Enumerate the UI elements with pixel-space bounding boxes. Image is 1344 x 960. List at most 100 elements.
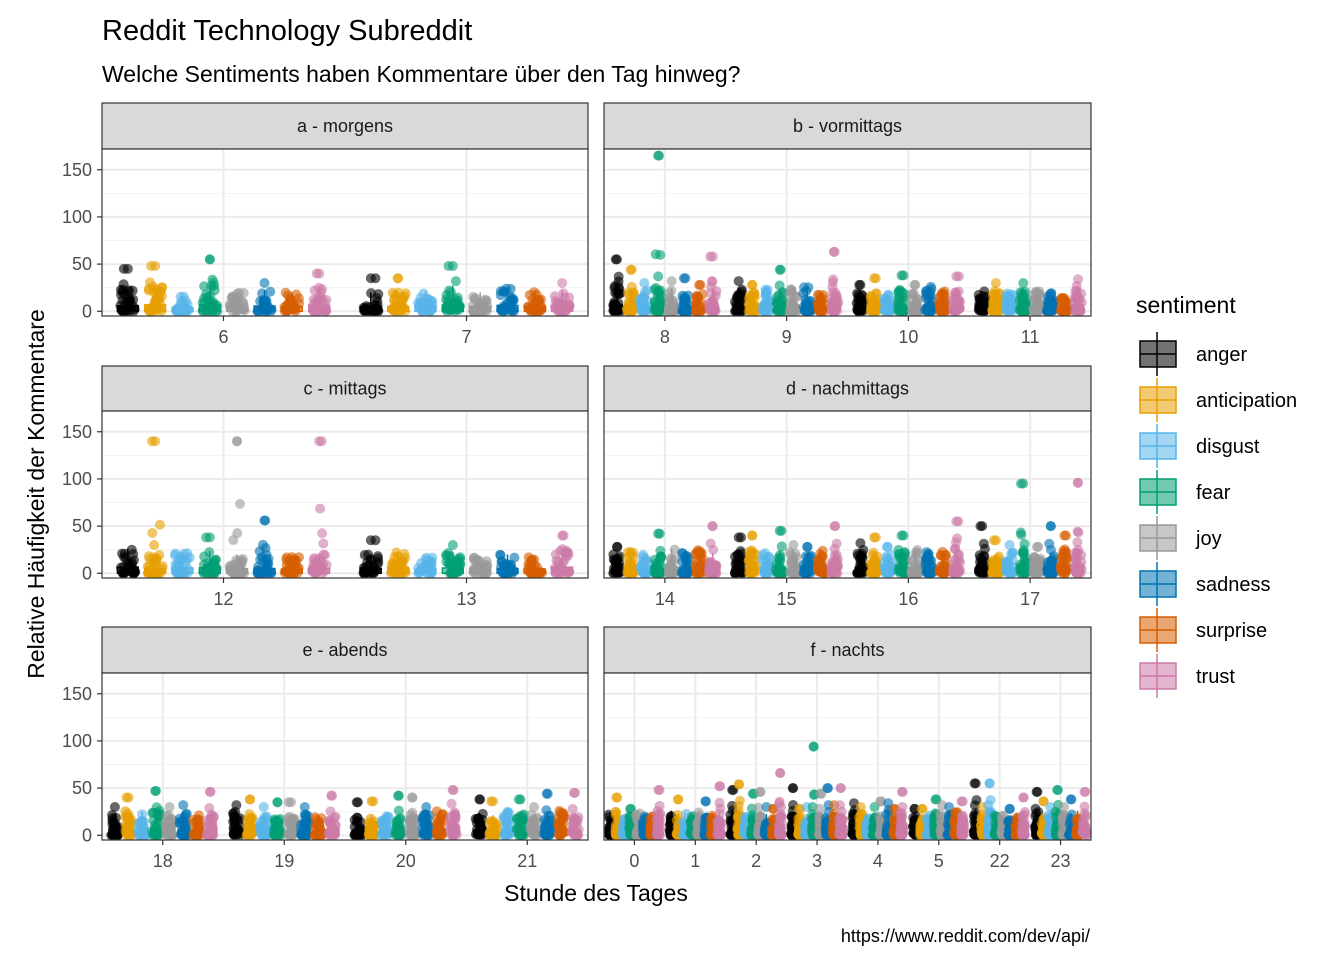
x-tick-label: 7 (461, 327, 471, 347)
x-tick-label: 11 (1021, 327, 1040, 347)
point-surprise (555, 807, 566, 818)
point-fear (147, 825, 158, 836)
point-anticipation (868, 567, 879, 578)
y-tick-label: 100 (62, 731, 92, 751)
point-joy (1034, 290, 1045, 301)
point-sadness (495, 549, 506, 560)
point-disgust (173, 566, 184, 577)
y-tick-label: 50 (72, 516, 92, 536)
hour-group (608, 521, 722, 579)
point-disgust (137, 828, 148, 839)
outlier-anger (118, 279, 129, 290)
point-fear (897, 287, 908, 298)
point-sadness (924, 302, 935, 313)
point-anger (128, 555, 139, 566)
point-anger (368, 306, 379, 317)
point-surprise (938, 562, 949, 573)
hour-group (608, 150, 722, 317)
y-tick-label: 100 (62, 207, 92, 227)
outlier-joy (232, 528, 243, 539)
outlier-trust (654, 800, 665, 811)
max-point-surprise (694, 279, 705, 290)
point-anger (229, 811, 240, 822)
max-point-joy (286, 797, 297, 808)
point-anticipation (628, 547, 639, 558)
max-point-disgust (258, 801, 269, 812)
panel-border (101, 410, 589, 579)
point-sadness (265, 286, 276, 297)
y-tick-label: 50 (72, 778, 92, 798)
point-trust (572, 815, 583, 826)
hour-group (851, 270, 965, 317)
max-point-anticipation (747, 530, 758, 541)
point-anticipation (155, 286, 166, 297)
point-sadness (263, 559, 274, 570)
point-trust (313, 305, 324, 316)
point-trust (704, 556, 715, 567)
x-tick-label: 17 (1020, 589, 1040, 609)
max-point-fear (1018, 478, 1029, 489)
point-anticipation (391, 291, 402, 302)
point-anger (612, 554, 623, 565)
facet-strip (101, 102, 589, 150)
y-tick-label: 0 (82, 825, 92, 845)
point-disgust (415, 300, 426, 311)
hour-group (852, 516, 966, 579)
point-trust (951, 287, 962, 298)
point-anger (127, 285, 138, 296)
point-disgust (883, 304, 894, 315)
max-point-joy (788, 539, 799, 550)
point-trust (314, 562, 325, 573)
point-anger (128, 566, 139, 577)
point-anger (363, 549, 374, 560)
point-fear (777, 305, 788, 316)
max-point-fear (896, 530, 907, 541)
outlier-trust (325, 806, 336, 817)
max-point-anger (611, 254, 622, 265)
x-tick-label: 13 (456, 589, 476, 609)
point-sadness (421, 828, 432, 839)
max-point-fear (204, 254, 215, 265)
point-surprise (691, 304, 702, 315)
point-joy (788, 556, 799, 567)
point-sadness (921, 292, 932, 303)
point-sadness (298, 830, 309, 841)
facet-label: c - mittags (303, 379, 386, 399)
point-sadness (680, 552, 691, 563)
point-surprise (293, 293, 304, 304)
y-tick-label: 150 (62, 160, 92, 180)
outlier-trust (1072, 537, 1083, 548)
outlier-trust (1073, 527, 1084, 538)
max-point-joy (1031, 541, 1042, 552)
outlier-trust (828, 274, 839, 285)
chart-title: Reddit Technology Subreddit (102, 15, 472, 47)
point-surprise (695, 551, 706, 562)
max-point-fear (896, 270, 907, 281)
point-disgust (378, 830, 389, 841)
facet-label: a - morgens (297, 116, 393, 136)
max-point-trust (314, 436, 325, 447)
point-anticipation (366, 830, 377, 841)
outlier-trust (446, 798, 457, 809)
outlier-sadness (541, 805, 552, 816)
x-tick-label: 20 (396, 851, 416, 871)
point-disgust (181, 554, 192, 565)
max-point-fear (204, 532, 215, 543)
point-surprise (555, 819, 566, 830)
point-disgust (635, 293, 646, 304)
point-surprise (533, 295, 544, 306)
point-anticipation (490, 830, 501, 841)
point-trust (708, 301, 719, 312)
max-point-trust (829, 521, 840, 532)
max-point-sadness (802, 541, 813, 552)
max-point-fear (653, 150, 664, 161)
point-anger (117, 568, 128, 579)
point-anger (372, 551, 383, 562)
point-surprise (534, 305, 545, 316)
outlier-anticipation (626, 281, 637, 292)
point-joy (664, 292, 675, 303)
point-sadness (508, 294, 519, 305)
